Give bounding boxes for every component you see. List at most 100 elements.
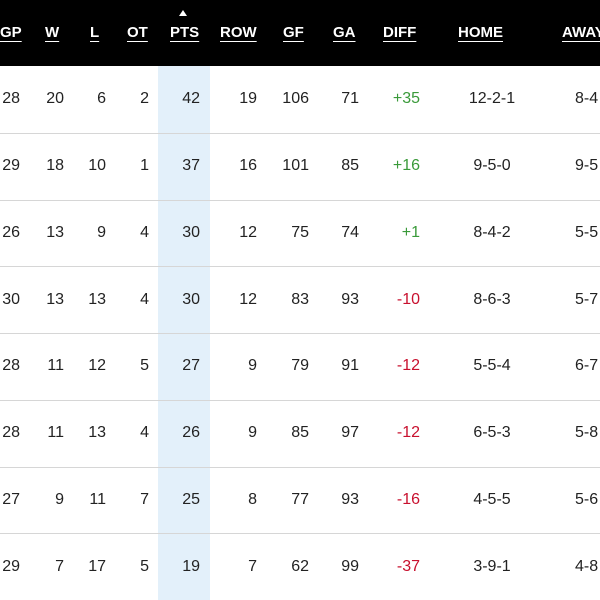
sort-indicator <box>179 10 187 16</box>
table-cell: 4 <box>140 290 149 308</box>
table-cell: 99 <box>341 557 359 575</box>
table-cell: 3-9-1 <box>473 557 511 575</box>
column-header[interactable]: HOME <box>458 24 503 41</box>
column-header[interactable]: GF <box>283 24 304 41</box>
table-cell: 9 <box>248 357 257 375</box>
table-cell: 37 <box>182 157 200 175</box>
column-header[interactable]: GA <box>333 24 356 41</box>
table-cell: 5-5-4 <box>473 357 511 375</box>
table-cell: -10 <box>396 290 420 308</box>
table-cell: 9-5-0 <box>473 157 511 175</box>
row-divider <box>0 133 600 134</box>
table-cell: 12 <box>88 357 106 375</box>
table-cell: 4 <box>140 223 149 241</box>
table-cell: 42 <box>182 90 200 108</box>
column-header[interactable]: DIFF <box>383 24 417 41</box>
table-cell: 77 <box>291 490 309 508</box>
table-cell: 29 <box>2 157 20 175</box>
table-cell: 71 <box>341 90 359 108</box>
table-cell: 1 <box>140 157 149 175</box>
table-cell: 12 <box>239 223 257 241</box>
table-cell: 106 <box>282 90 309 108</box>
column-header[interactable]: AWAY <box>562 24 600 41</box>
table-cell: 26 <box>2 223 20 241</box>
table-cell: 93 <box>341 290 359 308</box>
table-cell: -37 <box>396 557 420 575</box>
table-cell: 13 <box>46 223 64 241</box>
table-cell: 11 <box>47 424 64 442</box>
table-cell: 4-8 <box>575 557 599 575</box>
row-divider <box>0 400 600 401</box>
table-cell: 8-4 <box>575 90 599 108</box>
table-cell: 19 <box>239 90 257 108</box>
table-cell: 4-5-5 <box>473 490 511 508</box>
table-cell: 11 <box>47 357 64 375</box>
table-cell: 7 <box>55 557 64 575</box>
table-cell: 18 <box>46 157 64 175</box>
column-header[interactable]: ROW <box>220 24 257 41</box>
table-cell: 93 <box>341 490 359 508</box>
table-cell: 25 <box>182 490 200 508</box>
row-divider <box>0 467 600 468</box>
row-divider <box>0 533 600 534</box>
table-cell: 5-6 <box>575 490 599 508</box>
column-header[interactable]: L <box>90 24 100 41</box>
table-cell: 30 <box>2 290 20 308</box>
table-cell: 13 <box>46 290 64 308</box>
column-header[interactable]: PTS <box>170 24 200 41</box>
table-cell: 20 <box>46 90 64 108</box>
table-cell: 6-7 <box>575 357 599 375</box>
table-cell: 8 <box>248 490 257 508</box>
table-cell: -16 <box>396 490 420 508</box>
table-cell: 10 <box>88 157 106 175</box>
table-cell: 28 <box>2 357 20 375</box>
table-cell: +1 <box>401 223 420 241</box>
table-cell: 91 <box>341 357 359 375</box>
table-cell: 11 <box>89 490 106 508</box>
table-cell: 7 <box>140 490 149 508</box>
table-cell: 2 <box>140 90 149 108</box>
table-cell: 26 <box>182 424 200 442</box>
table-cell: 5-8 <box>575 424 599 442</box>
table-cell: 5 <box>140 357 149 375</box>
table-cell: 6-5-3 <box>473 424 511 442</box>
table-cell: 6 <box>97 90 106 108</box>
table-cell: 19 <box>182 557 200 575</box>
table-cell: 28 <box>2 424 20 442</box>
table-cell: 4 <box>140 424 149 442</box>
table-cell: 62 <box>291 557 309 575</box>
table-cell: 9-5 <box>575 157 599 175</box>
table-cell: +35 <box>392 90 420 108</box>
table-cell: 5 <box>140 557 149 575</box>
table-cell: 29 <box>2 557 20 575</box>
row-divider <box>0 266 600 267</box>
table-cell: 17 <box>88 557 106 575</box>
table-cell: 13 <box>88 290 106 308</box>
table-cell: 75 <box>291 223 309 241</box>
table-cell: -12 <box>396 357 420 375</box>
table-cell: 74 <box>341 223 359 241</box>
table-cell: 8-6-3 <box>473 290 511 308</box>
table-cell: 12-2-1 <box>468 90 516 108</box>
table-cell: 27 <box>2 490 20 508</box>
table-cell: 7 <box>248 557 257 575</box>
row-divider <box>0 200 600 201</box>
table-cell: 27 <box>182 357 200 375</box>
table-cell: 101 <box>282 157 309 175</box>
row-divider <box>0 333 600 334</box>
table-cell: 8-4-2 <box>473 223 511 241</box>
table-cell: 12 <box>239 290 257 308</box>
column-header[interactable]: OT <box>127 24 148 41</box>
table-cell: 9 <box>248 424 257 442</box>
table-cell: 9 <box>97 223 106 241</box>
column-header[interactable]: W <box>45 24 60 41</box>
column-header[interactable]: GP <box>0 24 22 41</box>
table-cell: 16 <box>239 157 257 175</box>
table-cell: 79 <box>291 357 309 375</box>
table-cell: 83 <box>291 290 309 308</box>
table-cell: 5-5 <box>575 223 599 241</box>
table-cell: 30 <box>182 223 200 241</box>
table-cell: 30 <box>182 290 200 308</box>
header-bar <box>0 0 600 66</box>
